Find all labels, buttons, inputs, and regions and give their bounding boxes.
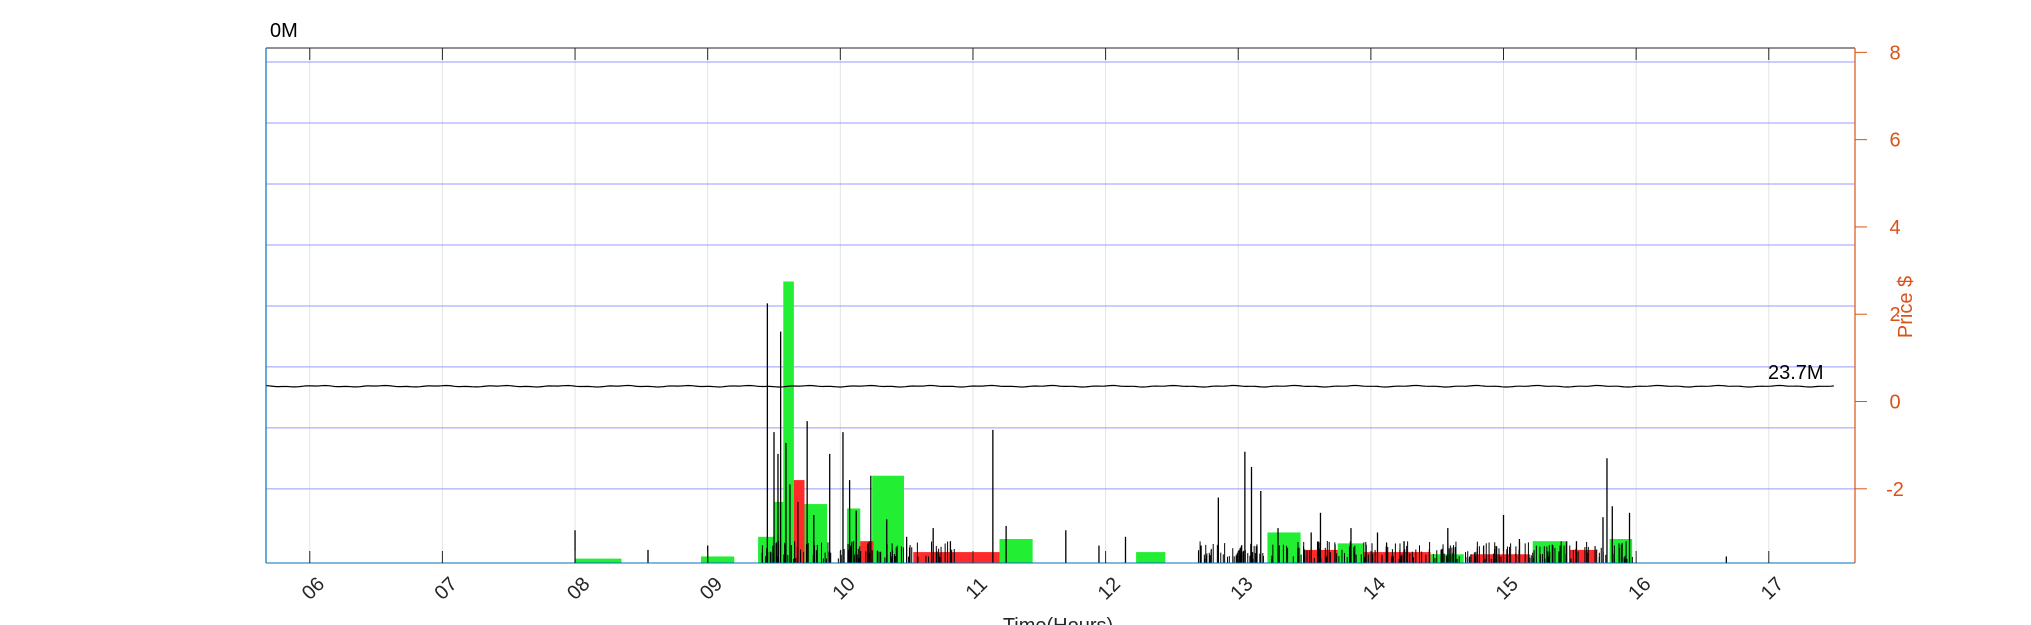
y-tick-label: 2 [1889,304,1900,326]
y-tick-label: 6 [1889,130,1900,152]
price-line [265,384,1834,388]
y-tick-label: 4 [1889,217,1900,239]
green-volume-bar [999,538,1033,563]
x-tick-label: 08 [563,573,594,604]
x-tick-label: 10 [828,573,859,604]
x-tick-label: 12 [1094,573,1125,604]
volume-bars [575,281,1633,563]
x-axis-label: Time(Hours) [1003,615,1113,625]
green-volume-bar [872,475,904,563]
red-volume-bar [1364,552,1431,563]
line-end-label: 23.7M [1768,362,1824,384]
volume-spikes [574,303,1727,563]
red-volume-bar [913,552,1000,563]
green-volume-bar [774,501,784,563]
green-volume-bar [1430,554,1464,563]
x-tick-label: 16 [1624,573,1655,604]
y-tick-label: -2 [1886,479,1904,501]
price-line-path [265,384,1834,388]
axes: 06 07 08 09 10 11 12 13 14 15 16 17 -2 0 2 4 6 8 [265,42,1904,604]
x-tick-label: 13 [1226,573,1257,604]
y-axis-right-label: Price $ [1895,276,1917,338]
y-tick-label: 0 [1889,392,1900,414]
x-tick-label: 07 [431,573,462,604]
grid [266,48,1855,563]
top-left-label: 0M [270,20,298,42]
x-tick-label: 15 [1492,573,1523,604]
green-volume-bar [783,281,794,563]
x-tick-label: 09 [696,573,727,604]
y-tick-label: 8 [1889,42,1900,64]
x-tick-label: 11 [962,574,992,604]
red-volume-bar [1470,554,1531,563]
x-tick-label: 06 [298,573,329,604]
green-volume-bar [575,558,622,563]
x-tick-label: 14 [1359,573,1390,604]
x-tick-label: 17 [1757,573,1788,604]
red-volume-bar [860,541,874,563]
green-volume-bar [1136,552,1166,563]
green-volume-bar [701,556,735,563]
red-volume-bar [793,480,805,563]
